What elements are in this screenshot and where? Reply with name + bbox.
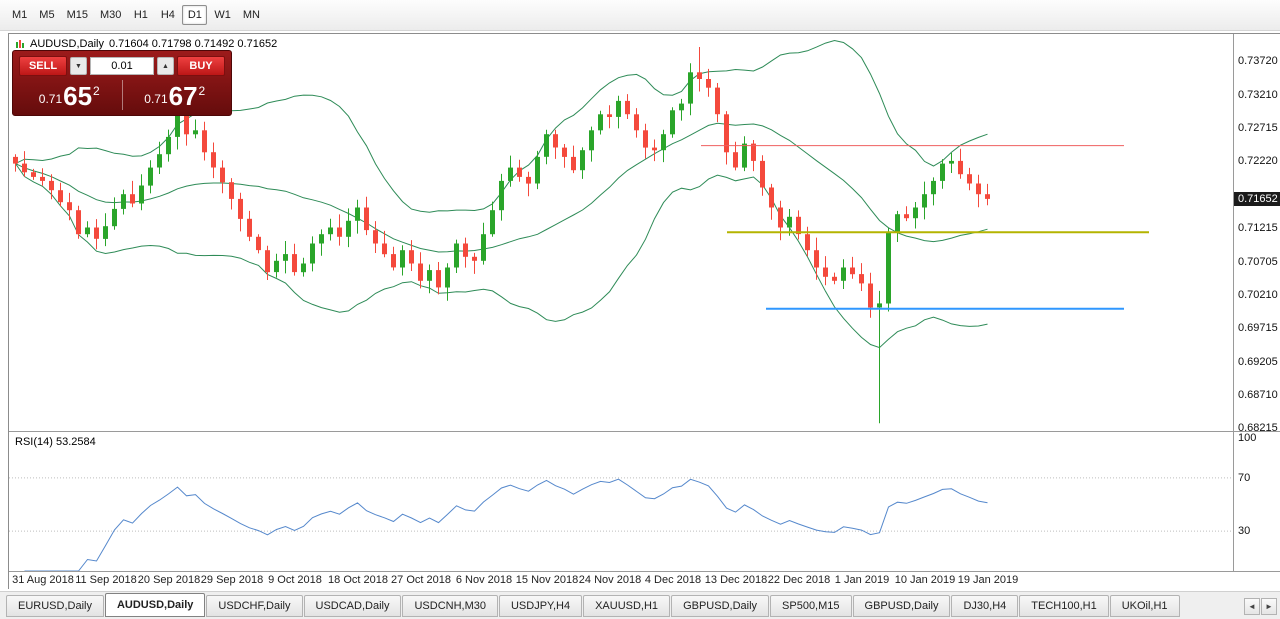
- price-tick-label: 0.73720: [1238, 55, 1278, 67]
- lot-size-input[interactable]: 0.01: [90, 57, 154, 75]
- symbol-tab-sp500[interactable]: SP500,M15: [770, 595, 852, 617]
- price-tick-label: 0.68215: [1238, 422, 1278, 434]
- buy-price-big: 67: [168, 81, 198, 111]
- tab-scroll-arrows: ◄ ►: [1244, 598, 1280, 619]
- triangle-down-icon: ▼: [75, 62, 82, 70]
- rsi-value: 53.2584: [55, 436, 96, 448]
- one-click-trading-panel: SELL ▼ 0.01 ▲ BUY 0.71 65 2 0.71 67 2: [12, 50, 232, 116]
- rsi-chart-svg[interactable]: [9, 433, 1233, 571]
- pane-divider-main-rsi[interactable]: [9, 431, 1280, 432]
- lot-increase-button[interactable]: ▲: [157, 57, 174, 75]
- date-tick-label: 9 Oct 2018: [268, 574, 322, 586]
- timeframe-button-m15[interactable]: M15: [66, 9, 88, 21]
- symbol-tab-tech100[interactable]: TECH100,H1: [1019, 595, 1109, 617]
- symbol-tab-audusd[interactable]: AUDUSD,Daily: [104, 593, 206, 617]
- current-price-badge: 0.71652: [1234, 192, 1280, 206]
- price-divider: [121, 80, 123, 110]
- date-tick-label: 31 Aug 2018: [12, 574, 74, 586]
- timeframe-button-h4[interactable]: H4: [160, 9, 175, 21]
- buy-price-pip: 2: [198, 84, 206, 98]
- price-tick-label: 0.72220: [1238, 155, 1278, 167]
- timeframe-button-h1[interactable]: H1: [133, 9, 148, 21]
- date-tick-label: 10 Jan 2019: [894, 574, 956, 586]
- rsi-levels: [9, 477, 1233, 532]
- price-tick-label: 0.69205: [1238, 356, 1278, 368]
- lot-decrease-button[interactable]: ▼: [70, 57, 87, 75]
- rsi-name: RSI(14): [15, 436, 53, 448]
- buy-price-prefix: 0.71: [144, 92, 168, 106]
- price-chart-svg[interactable]: [9, 34, 1233, 431]
- symbol-tab-ukoil[interactable]: UKOil,H1: [1109, 595, 1180, 617]
- date-tick-label: 13 Dec 2018: [704, 574, 768, 586]
- date-tick-label: 18 Oct 2018: [328, 574, 388, 586]
- date-tick-label: 22 Dec 2018: [767, 574, 831, 586]
- chart-ohlc-values: 0.71604 0.71798 0.71492 0.71652: [108, 38, 278, 50]
- timeframe-button-m5[interactable]: M5: [39, 9, 55, 21]
- horizontal-lines[interactable]: [701, 145, 1149, 310]
- symbol-tab-usdcad[interactable]: USDCAD,Daily: [303, 595, 402, 617]
- price-axis-line: [1233, 34, 1234, 571]
- triangle-up-icon: ▲: [162, 62, 169, 70]
- rsi-tick-label: 70: [1238, 472, 1251, 484]
- date-tick-label: 27 Oct 2018: [391, 574, 451, 586]
- rsi-indicator-label: RSI(14) 53.2584: [15, 436, 96, 448]
- price-tick-label: 0.68710: [1238, 389, 1278, 401]
- symbol-tab-bar: EURUSD,Daily AUDUSD,Daily USDCHF,Daily USDC…: [0, 591, 1280, 619]
- sell-price[interactable]: 0.71 65 2: [19, 77, 120, 113]
- symbol-tabs: EURUSD,Daily AUDUSD,Daily USDCHF,Daily USDC…: [6, 593, 1181, 619]
- date-tick-label: 20 Sep 2018: [137, 574, 201, 586]
- buy-price[interactable]: 0.71 67 2: [125, 77, 226, 113]
- arrow-right-icon: ►: [1265, 602, 1273, 611]
- price-tick-label: 0.73210: [1238, 89, 1278, 101]
- chart-title: AUDUSD,Daily 0.71604 0.71798 0.71492 0.7…: [15, 38, 277, 50]
- timeframe-button-d1[interactable]: D1: [182, 5, 208, 25]
- symbol-tab-gbpusd[interactable]: GBPUSD,Daily: [671, 595, 770, 617]
- date-tick-label: 19 Jan 2019: [957, 574, 1019, 586]
- date-tick-label: 11 Sep 2018: [75, 574, 137, 586]
- rsi-line: [24, 478, 988, 571]
- sell-price-big: 65: [63, 81, 93, 111]
- rsi-tick-label: 30: [1238, 525, 1251, 537]
- symbol-tab-usdcnh[interactable]: USDCNH,M30: [402, 595, 498, 617]
- candles: [13, 47, 990, 424]
- sell-price-prefix: 0.71: [38, 92, 63, 106]
- symbol-tab-eurusd[interactable]: EURUSD,Daily: [6, 595, 104, 617]
- price-tick-label: 0.72715: [1238, 122, 1278, 134]
- timeframe-button-m30[interactable]: M30: [99, 9, 122, 21]
- chart-symbol-label: AUDUSD,Daily: [30, 38, 104, 50]
- arrow-left-icon: ◄: [1248, 602, 1256, 611]
- symbol-tab-usdchf[interactable]: USDCHF,Daily: [206, 595, 303, 617]
- timeframe-button-mn[interactable]: MN: [242, 9, 260, 21]
- price-tick-label: 0.69715: [1238, 322, 1278, 334]
- rsi-tick-label: 100: [1238, 432, 1257, 444]
- symbol-tab-dj30[interactable]: DJ30,H4: [951, 595, 1019, 617]
- date-tick-label: 29 Sep 2018: [200, 574, 264, 586]
- price-tick-label: 0.71215: [1238, 222, 1278, 234]
- date-tick-label: 24 Nov 2018: [578, 574, 642, 586]
- symbol-tab-xauusd[interactable]: XAUUSD,H1: [583, 595, 671, 617]
- timeframe-toolbar: M1 M5 M15 M30 H1 H4 D1 W1 MN: [0, 0, 1280, 31]
- tab-scroll-right-button[interactable]: ►: [1261, 598, 1277, 615]
- symbol-tab-usdjpy[interactable]: USDJPY,H4: [498, 595, 583, 617]
- date-tick-label: 4 Dec 2018: [644, 574, 702, 586]
- pane-divider-rsi-dates: [9, 571, 1280, 572]
- date-tick-label: 1 Jan 2019: [834, 574, 890, 586]
- date-tick-label: 15 Nov 2018: [515, 574, 579, 586]
- chart-icon: [16, 40, 24, 48]
- buy-button[interactable]: BUY: [177, 56, 225, 76]
- sell-button[interactable]: SELL: [19, 56, 67, 76]
- timeframe-button-w1[interactable]: W1: [214, 9, 231, 21]
- tab-scroll-left-button[interactable]: ◄: [1244, 598, 1260, 615]
- symbol-tab-gbpusd[interactable]: GBPUSD,Daily: [852, 595, 951, 617]
- sell-price-pip: 2: [93, 84, 100, 98]
- timeframe-button-m1[interactable]: M1: [12, 9, 28, 21]
- chart-window: AUDUSD,Daily 0.71604 0.71798 0.71492 0.7…: [8, 33, 1280, 589]
- price-tick-label: 0.70705: [1238, 256, 1278, 268]
- price-tick-label: 0.70210: [1238, 289, 1278, 301]
- date-tick-label: 6 Nov 2018: [455, 574, 513, 586]
